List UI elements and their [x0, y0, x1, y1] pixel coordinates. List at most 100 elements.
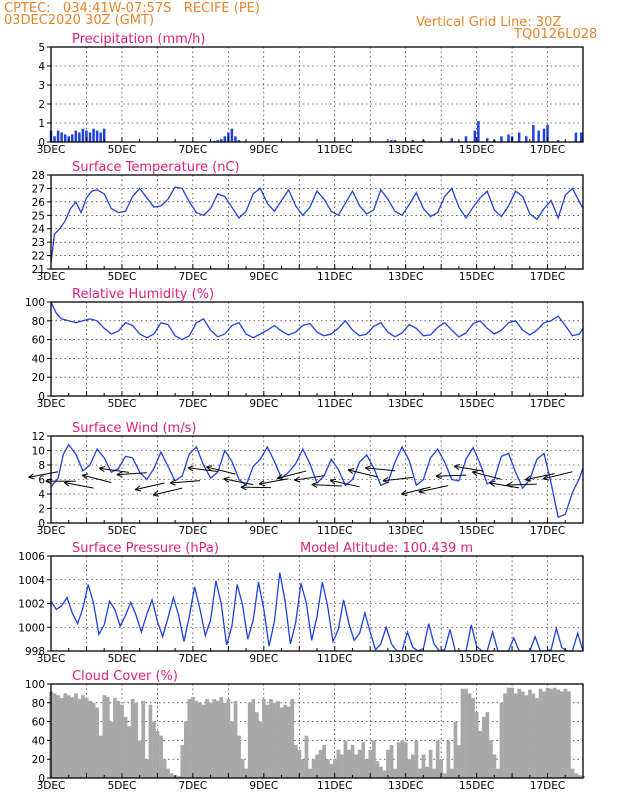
cloud-bar — [471, 698, 476, 778]
cloud-bar — [102, 695, 107, 778]
cloud-bar — [134, 702, 139, 778]
cloud-bar — [109, 721, 114, 778]
y-tick-label: 4 — [38, 61, 45, 73]
cloud-bar — [215, 700, 220, 778]
y-tick-label: 60 — [32, 335, 45, 347]
cloud-bar — [184, 721, 188, 778]
wind-arrow — [525, 473, 555, 481]
precip-bar — [411, 140, 415, 142]
wind-arrow — [28, 471, 59, 478]
cloud-bar — [304, 735, 309, 778]
x-tick-label: 11DEC — [317, 780, 352, 792]
x-tick-label: 17DEC — [530, 780, 565, 792]
wind-arrow — [99, 467, 130, 473]
x-tick-label: 17DEC — [530, 271, 565, 283]
cloud-bar — [254, 712, 259, 778]
y-tick-label: 12 — [32, 431, 45, 443]
cloud-bar — [205, 699, 210, 778]
cloud-bar — [187, 699, 192, 778]
wind-arrowhead — [542, 474, 550, 481]
y-tick-label: 1000 — [18, 622, 45, 634]
y-tick-label: 0 — [38, 137, 45, 149]
cloud-bar — [428, 749, 433, 778]
cloud-bar — [410, 754, 415, 778]
x-tick-label: 9DEC — [249, 144, 278, 156]
y-tick-label: 80 — [32, 316, 45, 328]
cloud-bar — [567, 691, 571, 778]
cloud-bar — [286, 706, 291, 778]
cloud-bar — [407, 759, 412, 778]
cloud-bar — [336, 749, 341, 778]
cloud-bar — [244, 768, 249, 778]
y-tick-label: 27 — [32, 183, 45, 195]
y-tick-label: 60 — [32, 717, 45, 729]
cloud-bar — [81, 695, 85, 778]
precip-bar — [63, 134, 67, 142]
cloud-bar — [364, 759, 369, 778]
cloud-bar — [293, 745, 298, 778]
wind-arrow — [82, 474, 112, 483]
wind-arrowhead — [134, 485, 142, 492]
pressure-title: Surface Pressure (hPa) — [72, 541, 219, 556]
wind-arrow — [418, 485, 449, 493]
precip-bar — [542, 128, 546, 142]
cloud-bar — [212, 699, 217, 778]
wind-arrowhead — [206, 465, 213, 472]
wind-arrow — [365, 467, 396, 472]
cloud-bar — [329, 763, 334, 778]
cloud-bar — [77, 699, 82, 778]
cloud-bar — [315, 754, 319, 778]
precip-bar — [537, 130, 540, 142]
cloud-bar — [301, 759, 305, 778]
cloud-bar — [332, 759, 337, 778]
y-tick-label: 28 — [32, 170, 45, 182]
cloud-bar — [123, 716, 128, 778]
y-tick-label: 10 — [32, 446, 45, 458]
x-tick-label: 13DEC — [388, 144, 423, 156]
cloud-bar — [467, 693, 472, 778]
y-tick-label: 0 — [38, 773, 45, 785]
cloud-bar — [233, 700, 238, 778]
wind-arrowhead — [81, 473, 89, 480]
y-tick-label: 1 — [38, 118, 45, 130]
wind-arrowhead — [187, 465, 194, 472]
wind-arrowhead — [401, 490, 408, 496]
x-tick-label: 15DEC — [459, 271, 494, 283]
cloud-bar — [506, 687, 511, 778]
cloud-bar — [503, 693, 507, 778]
cloud-bar — [237, 735, 241, 778]
x-tick-label: 3DEC — [37, 780, 66, 792]
wind-arrow — [294, 475, 325, 481]
cloud-bar — [279, 707, 284, 778]
wind-arrow — [116, 472, 147, 476]
y-tick-label: 24 — [32, 224, 46, 236]
wind-panel: 0 2 4 6 8 10 12 3DEC 5DEC 7DEC 9DEC 11DEC 13DEC 15DEC… — [28, 421, 584, 537]
y-tick-label: 0 — [38, 518, 45, 530]
x-tick-label: 5DEC — [108, 271, 137, 283]
cloud-bar — [549, 688, 554, 778]
wind-arrow — [401, 486, 431, 495]
cloud-bar — [63, 693, 68, 778]
cloud-bar — [460, 688, 465, 778]
header-grid-line: Vertical Grid Line: 30Z — [416, 15, 562, 30]
cloud-bar — [577, 775, 582, 778]
cloud-bar — [499, 702, 504, 778]
x-tick-label: 5DEC — [108, 653, 137, 665]
cloud-bar — [421, 754, 426, 778]
precip-bar — [450, 138, 454, 142]
y-tick-label: 100 — [25, 679, 45, 691]
wind-arrowhead — [116, 471, 123, 478]
cloud-bar — [439, 759, 444, 778]
cloud-bar — [489, 740, 493, 778]
wind-arrow — [259, 478, 289, 485]
precip-frame — [50, 46, 584, 143]
x-tick-label: 9DEC — [249, 653, 278, 665]
precip-bar — [88, 132, 92, 142]
precip-title: Precipitation (mm/h) — [72, 32, 205, 47]
x-tick-label: 15DEC — [459, 653, 494, 665]
wind-arrow — [187, 467, 218, 472]
cloud-bar — [453, 721, 458, 778]
cloud-bar — [492, 754, 497, 778]
cloud-bar — [198, 702, 202, 778]
